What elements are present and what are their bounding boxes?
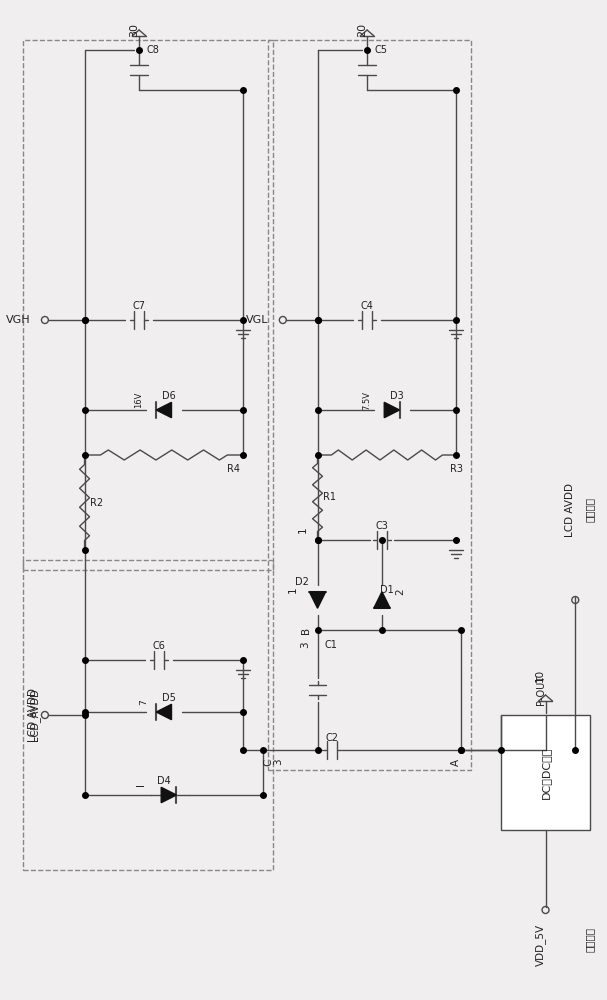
Text: I: I — [136, 784, 146, 786]
Polygon shape — [374, 592, 390, 608]
Text: 3: 3 — [273, 759, 283, 765]
Text: 输入电压: 输入电压 — [585, 928, 595, 952]
Text: 2: 2 — [395, 589, 405, 595]
Polygon shape — [156, 402, 172, 418]
Text: R4: R4 — [227, 464, 240, 474]
Bar — [268, 40, 471, 770]
Text: 30: 30 — [129, 23, 139, 37]
Text: 3: 3 — [300, 642, 311, 648]
Text: 1: 1 — [297, 527, 308, 533]
Text: D3: D3 — [390, 391, 404, 401]
Text: 7: 7 — [140, 699, 149, 705]
Text: C2: C2 — [326, 733, 339, 743]
Text: 输出电压: 输出电压 — [585, 497, 595, 522]
Text: LCD_AVDD: LCD_AVDD — [30, 689, 41, 741]
Text: C6: C6 — [152, 641, 165, 651]
Text: R1: R1 — [323, 492, 336, 502]
Polygon shape — [310, 592, 326, 608]
Text: D5: D5 — [162, 693, 176, 703]
Text: 16V: 16V — [135, 392, 144, 408]
Text: B: B — [300, 626, 311, 634]
Text: D4: D4 — [157, 776, 171, 786]
Text: 10: 10 — [535, 668, 544, 682]
Bar — [23, 560, 273, 870]
Text: D2: D2 — [295, 577, 308, 587]
Text: C5: C5 — [375, 45, 387, 55]
Polygon shape — [384, 402, 399, 418]
Text: C1: C1 — [325, 640, 338, 650]
Text: A: A — [452, 758, 461, 766]
Text: LCD AVDD: LCD AVDD — [28, 688, 38, 742]
Text: P-OUT: P-OUT — [535, 675, 546, 705]
Text: VDD_5V: VDD_5V — [535, 924, 546, 966]
Text: 1: 1 — [288, 587, 298, 593]
Polygon shape — [156, 704, 172, 720]
Text: C4: C4 — [361, 301, 373, 311]
Text: C7: C7 — [132, 301, 146, 311]
Bar — [23, 40, 273, 570]
Text: C: C — [263, 758, 273, 766]
Text: R3: R3 — [450, 464, 463, 474]
Text: C3: C3 — [376, 521, 388, 531]
Polygon shape — [161, 787, 177, 803]
Text: C8: C8 — [146, 45, 160, 55]
Text: VGH: VGH — [5, 315, 30, 325]
Text: R2: R2 — [90, 497, 103, 508]
Text: 20: 20 — [357, 23, 367, 37]
Text: VGL: VGL — [245, 315, 268, 325]
Bar — [501, 715, 590, 830]
Text: DC－DC电路: DC－DC电路 — [541, 746, 551, 799]
Text: D1: D1 — [380, 585, 394, 595]
Text: 7.5V: 7.5V — [362, 390, 371, 410]
Text: LCD AVDD: LCD AVDD — [565, 483, 575, 537]
Text: D6: D6 — [162, 391, 175, 401]
